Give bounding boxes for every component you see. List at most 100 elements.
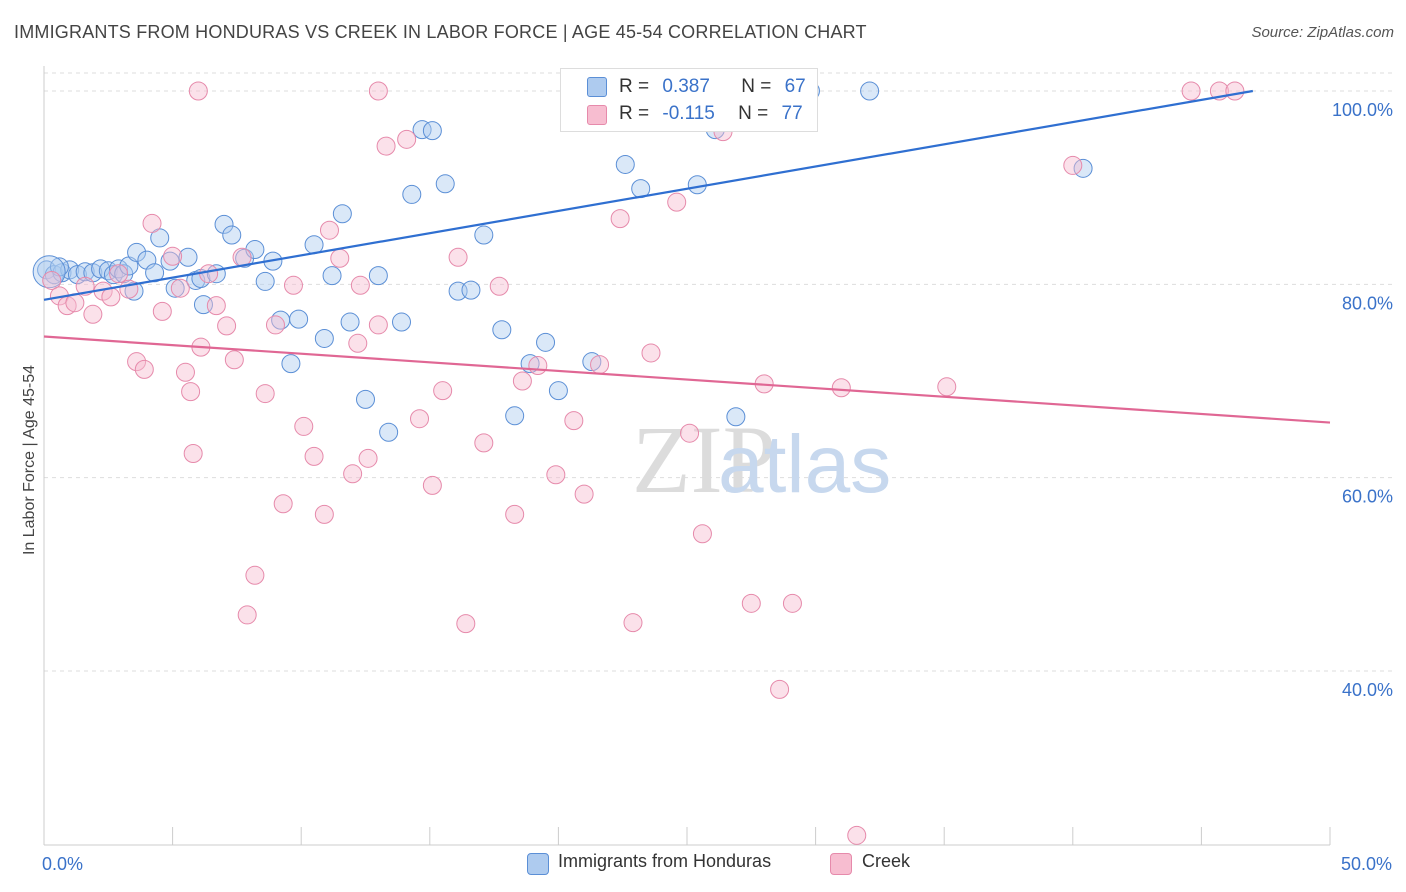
creek-point [170,278,190,298]
honduras-point [160,251,180,271]
series-honduras-points [32,81,1093,442]
creek-point [199,264,219,284]
creek-point [358,448,378,468]
honduras-point [435,174,455,194]
creek-point [237,605,257,625]
creek-point [273,494,293,514]
creek-point [127,352,147,372]
axes [43,66,1331,846]
legend-swatch-pink [587,105,607,125]
creek-point [680,423,700,443]
honduras-point [314,328,334,348]
gridlines [44,72,1395,672]
legend-row-pink: R = -0.115 N = 77 [619,103,803,127]
creek-point [294,416,314,436]
honduras-point [165,278,185,298]
creek-point [546,465,566,485]
watermark: ZIP atlas [632,406,891,513]
creek-point [831,378,851,398]
creek-point [1063,155,1083,175]
honduras-point [289,309,309,329]
honduras-point [178,247,198,267]
watermark-atlas: atlas [718,419,891,510]
creek-trend-line [43,335,1331,424]
legend-swatch-blue [587,77,607,97]
legend-r-value: -0.115 [662,103,715,124]
legend-n-value: 77 [781,103,803,124]
creek-point [770,679,790,699]
legend-n-label: N = [738,103,769,124]
creek-point [245,565,265,585]
creek-point [489,276,509,296]
honduras-point [214,214,234,234]
creek-point [505,504,525,524]
honduras-point [402,184,422,204]
creek-point [183,444,203,463]
creek-point [474,433,494,453]
y-tick-label: 60.0% [1342,487,1393,507]
legend-r-label: R = [619,76,650,97]
creek-point [217,316,237,336]
creek-point [188,81,208,101]
honduras-point [392,312,412,332]
creek-point [119,279,139,299]
creek-point [847,825,867,845]
honduras-point [474,225,494,245]
creek-point [937,377,957,397]
honduras-point [340,312,360,332]
legend-n-value: 67 [784,76,806,97]
creek-point [448,247,468,267]
stats-legend: R = 0.387 N = 67 R = -0.115 N = 77 [560,68,818,132]
legend-label-honduras: Immigrants from Honduras [558,851,772,871]
creek-point [348,333,368,353]
honduras-point [368,266,388,286]
creek-point [152,301,172,321]
trend-lines [43,89,1331,424]
creek-point [782,593,802,613]
legend-label-creek: Creek [862,851,911,871]
creek-point [142,213,162,233]
creek-point [376,136,396,156]
honduras-point [67,265,87,285]
series-legend: Immigrants from Honduras Creek [0,851,1406,877]
honduras-point [536,332,556,352]
creek-point [692,524,712,544]
creek-point [590,355,610,375]
creek-point [610,209,630,229]
honduras-trend-line [43,89,1254,301]
creek-point [175,362,195,382]
creek-point [1225,81,1245,101]
honduras-point [75,262,95,282]
creek-point [1181,81,1201,101]
creek-point [330,248,350,268]
creek-point [343,464,363,484]
honduras-point [356,389,375,409]
creek-point [42,270,62,290]
chart-title: IMMIGRANTS FROM HONDURAS VS CREEK IN LAB… [14,22,867,42]
creek-point [265,315,285,335]
creek-point [255,384,275,404]
creek-point [163,246,183,266]
honduras-point [422,121,442,141]
creek-point [397,129,417,149]
honduras-point [322,266,342,286]
creek-point [224,350,244,370]
watermark-zip: ZIP [632,406,776,513]
creek-point [109,264,129,284]
x-tick-label: 0.0% [42,854,83,874]
honduras-point [332,204,352,224]
legend-n-label: N = [741,76,772,97]
creek-point [456,614,476,634]
creek-point [304,446,324,466]
creek-point [433,381,453,401]
creek-point [528,356,548,376]
legend-swatch-honduras [527,853,549,875]
honduras-point [548,381,568,401]
honduras-point [127,242,147,262]
honduras-point [615,154,635,174]
tick-labels: 100.0% 80.0% 60.0% 40.0% 0.0% 50.0% [42,100,1393,874]
honduras-point [860,81,880,101]
creek-point [75,276,95,296]
creek-point [368,81,388,101]
